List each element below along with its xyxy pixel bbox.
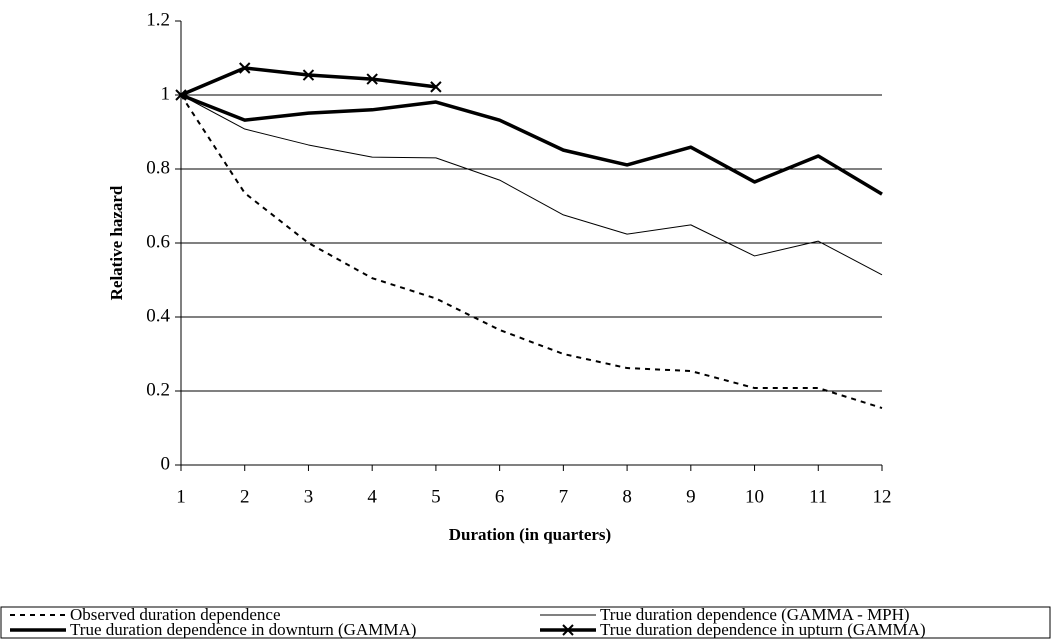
x-axis-title: Duration (in quarters) (449, 525, 611, 544)
x-tick-label: 7 (559, 486, 569, 507)
y-tick-label: 0.8 (146, 157, 170, 178)
x-tick-label: 11 (809, 486, 827, 507)
y-tick-label: 0.6 (146, 231, 170, 252)
x-tick-label: 8 (622, 486, 632, 507)
legend-label: True duration dependence in upturn (GAMM… (600, 620, 926, 639)
x-tick-label: 12 (873, 486, 892, 507)
y-tick-label: 0.4 (146, 305, 170, 326)
x-tick-label: 1 (176, 486, 186, 507)
legend-label: True duration dependence in downturn (GA… (70, 620, 416, 639)
series-marker (430, 81, 442, 93)
series-line (180, 66, 437, 97)
series-marker (366, 73, 378, 85)
series-line (180, 94, 883, 276)
series-marker (175, 89, 187, 101)
series-marker (302, 69, 315, 81)
legend-box (0, 606, 1051, 639)
series-line (180, 94, 883, 409)
series-line (180, 93, 883, 196)
x-tick-label: 5 (431, 486, 441, 507)
legend-label: True duration dependence (GAMMA - MPH) (600, 605, 910, 624)
y-tick-label: 1 (161, 83, 171, 104)
y-axis-title: Relative hazard (107, 185, 126, 300)
legend-label: Observed duration dependence (70, 605, 281, 624)
x-tick-label: 3 (304, 486, 314, 507)
x-tick-label: 10 (745, 486, 764, 507)
legend-marker (562, 624, 574, 636)
x-tick-label: 9 (686, 486, 696, 507)
x-tick-label: 4 (367, 486, 377, 507)
y-tick-label: 0 (161, 453, 171, 474)
y-tick-label: 1.2 (146, 9, 170, 30)
y-tick-label: 0.2 (146, 379, 170, 400)
series-marker (239, 62, 251, 74)
x-tick-label: 6 (495, 486, 505, 507)
x-tick-label: 2 (240, 486, 250, 507)
legend: Observed duration dependence True duratio… (10, 605, 926, 639)
